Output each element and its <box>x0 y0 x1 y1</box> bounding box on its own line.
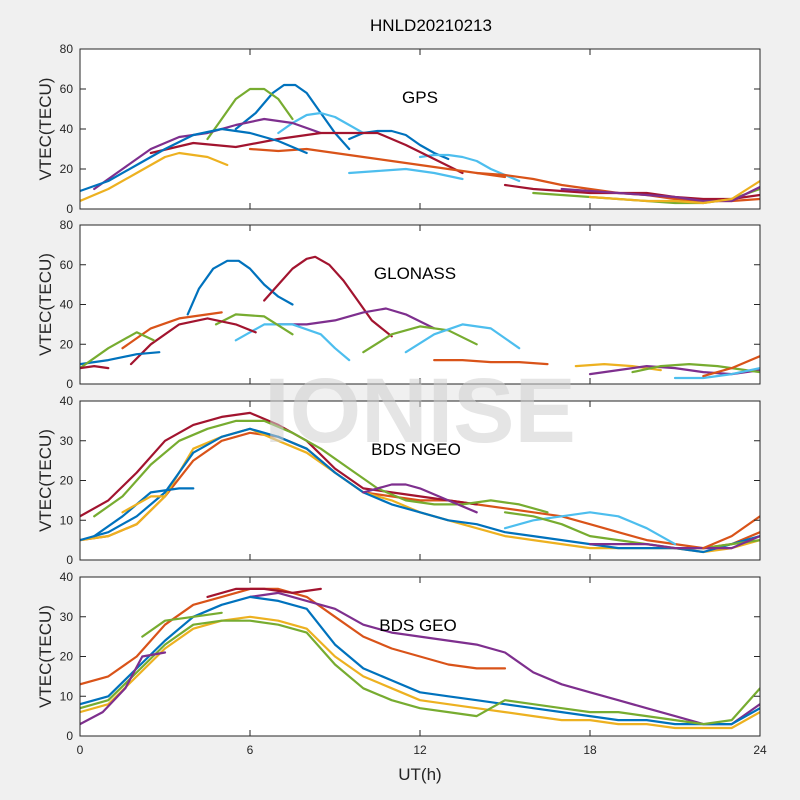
series-line-7 <box>80 351 161 366</box>
y-tick-label: 80 <box>60 42 74 56</box>
series-line-9 <box>362 325 478 354</box>
series-line-10 <box>404 323 521 354</box>
y-tick-label: 40 <box>60 570 74 584</box>
panel-label: BDS NGEO <box>371 440 461 459</box>
series-line-8 <box>503 511 677 546</box>
series-line-2 <box>277 307 436 330</box>
plot-area <box>80 49 760 209</box>
figure-title: HNLD20210213 <box>370 16 492 35</box>
y-tick-label: 40 <box>60 298 74 312</box>
panel-label: GPS <box>402 88 438 107</box>
series-line-0 <box>80 431 760 550</box>
series-line-1 <box>248 591 760 726</box>
series-line-2 <box>93 419 549 518</box>
series-line-4 <box>214 313 294 336</box>
x-tick-label: 18 <box>583 743 597 757</box>
y-tick-label: 60 <box>60 82 74 96</box>
series-line-1 <box>263 255 393 338</box>
y-tick-label: 10 <box>60 513 74 527</box>
series-line-4 <box>80 619 760 726</box>
series-line-7 <box>206 587 322 598</box>
series-line-16 <box>702 355 760 378</box>
x-tick-label: 12 <box>413 743 427 757</box>
y-tick-label: 60 <box>60 258 74 272</box>
series-line-7 <box>362 483 478 514</box>
y-axis-label: VTEC(TECU) <box>36 253 55 356</box>
panel-1: 0 20 40 60 80 VTEC(TECU) GLONASS <box>36 218 761 391</box>
series-line-17 <box>80 365 110 370</box>
series-line-9 <box>80 127 308 193</box>
y-tick-label: 0 <box>66 553 73 567</box>
series-line-14 <box>588 179 760 205</box>
series-line-15 <box>348 167 464 181</box>
x-axis-label: UT(h) <box>398 765 441 784</box>
panel-3: 0 6 12 18 24 0 10 20 30 40 VTEC(TECU) BDS GEO <box>36 570 767 757</box>
panel-label: BDS GEO <box>379 616 456 635</box>
series-group <box>80 587 760 730</box>
series-line-5 <box>80 651 167 726</box>
series-line-0 <box>234 83 351 151</box>
y-tick-label: 10 <box>60 689 74 703</box>
y-tick-label: 40 <box>60 122 74 136</box>
plot-area <box>80 401 760 560</box>
series-line-9 <box>503 511 760 550</box>
series-line-8 <box>80 331 155 370</box>
series-line-15 <box>673 367 760 380</box>
x-tick-label: 0 <box>77 743 84 757</box>
series-line-0 <box>186 259 294 316</box>
series-line-10 <box>588 535 760 550</box>
series-line-6 <box>149 131 464 175</box>
y-tick-label: 20 <box>60 474 74 488</box>
series-line-13 <box>560 185 760 203</box>
series-line-1 <box>80 411 478 518</box>
y-axis-label: VTEC(TECU) <box>36 429 55 532</box>
panel-label: GLONASS <box>374 264 456 283</box>
series-line-11 <box>702 515 760 550</box>
plot-area <box>80 225 760 384</box>
series-line-5 <box>93 487 195 538</box>
panel-2: 0 10 20 30 40 VTEC(TECU) BDS NGEO <box>36 394 761 567</box>
series-group <box>80 83 760 205</box>
series-line-8 <box>248 147 507 179</box>
series-line-3 <box>234 323 351 362</box>
series-line-5 <box>418 153 521 183</box>
x-tick-label: 6 <box>247 743 254 757</box>
series-line-6 <box>129 317 257 366</box>
y-tick-label: 40 <box>60 394 74 408</box>
y-tick-label: 20 <box>60 337 74 351</box>
y-tick-label: 0 <box>66 729 73 743</box>
panel-0: 0 20 40 60 80 VTEC(TECU) GPS <box>36 42 761 216</box>
series-line-7 <box>80 151 229 203</box>
y-axis-label: VTEC(TECU) <box>36 78 55 181</box>
y-tick-label: 20 <box>60 650 74 664</box>
y-tick-label: 0 <box>66 377 73 391</box>
y-axis-label: VTEC(TECU) <box>36 605 55 708</box>
y-tick-label: 80 <box>60 218 74 232</box>
y-tick-label: 30 <box>60 610 74 624</box>
series-group <box>80 411 760 554</box>
series-line-6 <box>141 611 223 638</box>
x-tick-label: 24 <box>753 743 767 757</box>
y-tick-label: 20 <box>60 162 74 176</box>
series-group <box>80 255 760 380</box>
y-tick-label: 0 <box>66 202 73 216</box>
series-line-3 <box>80 615 760 730</box>
series-line-11 <box>433 359 549 366</box>
series-line-1 <box>206 87 294 141</box>
y-tick-label: 30 <box>60 434 74 448</box>
series-line-6 <box>121 495 167 514</box>
watermark-text: IONISE <box>264 360 576 462</box>
series-line-4 <box>80 427 760 554</box>
